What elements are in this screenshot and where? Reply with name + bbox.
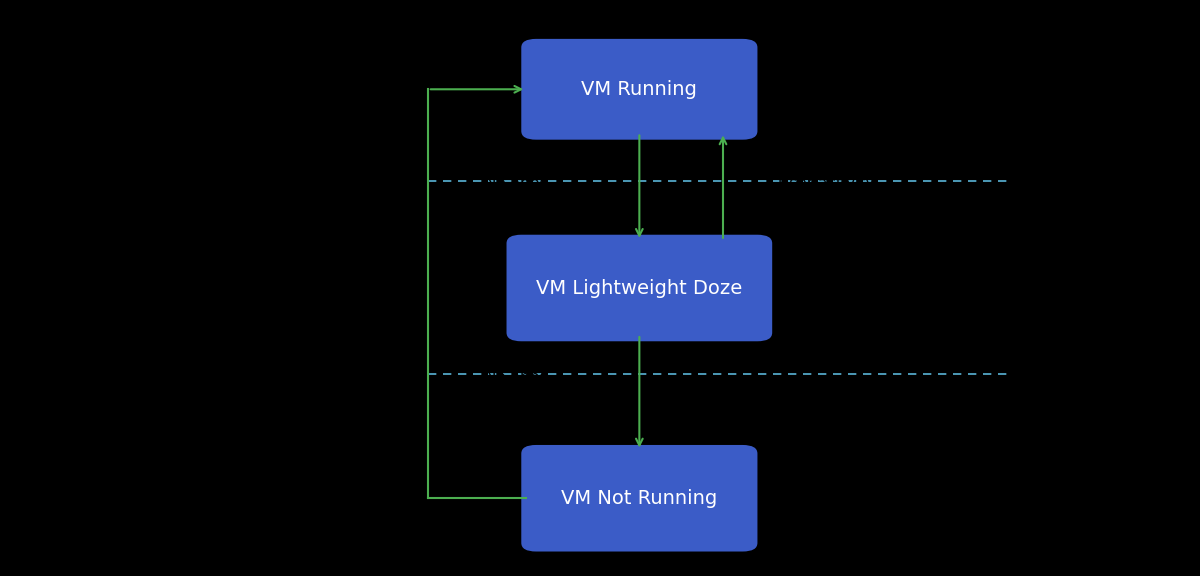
Text: VM Running: VM Running <box>582 80 697 98</box>
FancyBboxPatch shape <box>506 235 773 341</box>
Text: No apps
running for
7 min: No apps running for 7 min <box>474 370 559 419</box>
Text: VM Lightweight Doze: VM Lightweight Doze <box>536 279 743 297</box>
Text: Launch app
or receive
notification: Launch app or receive notification <box>275 263 364 313</box>
FancyBboxPatch shape <box>521 39 757 140</box>
Text: User activity
or notification: User activity or notification <box>773 176 880 208</box>
FancyBboxPatch shape <box>521 445 757 552</box>
Text: VM Not Running: VM Not Running <box>562 489 718 507</box>
Text: No apps
running for
3 min: No apps running for 3 min <box>474 176 559 225</box>
